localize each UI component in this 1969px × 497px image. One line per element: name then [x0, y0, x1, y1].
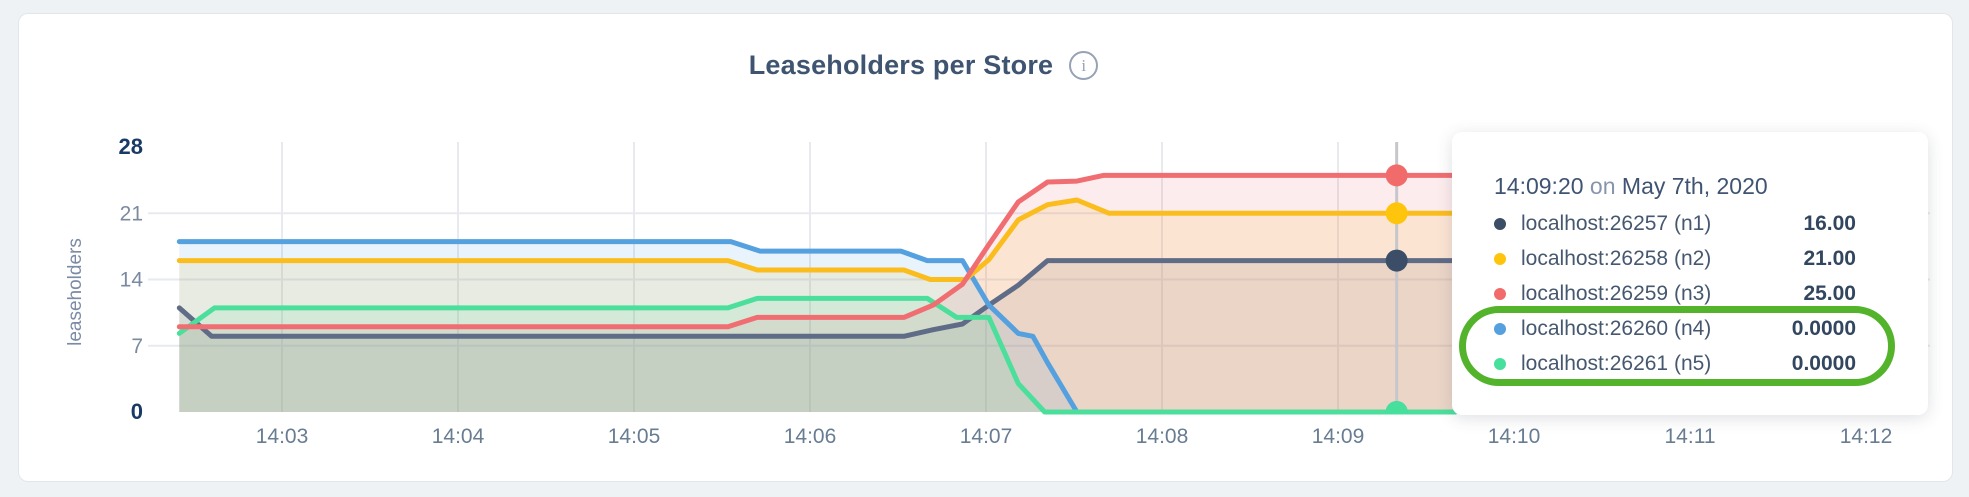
tooltip-rows: localhost:26257 (n1) 16.00 localhost:262… — [1494, 206, 1856, 381]
tooltip-row-n4: localhost:26260 (n4) 0.0000 — [1494, 311, 1856, 346]
info-icon[interactable]: i — [1069, 51, 1099, 80]
series-value-n5: 0.0000 — [1791, 351, 1856, 375]
x-tick-label: 14:10 — [1488, 425, 1541, 448]
series-dot-n1 — [1494, 217, 1506, 230]
y-tick-label: 28 — [119, 134, 143, 159]
tooltip-date: May 7th, 2020 — [1621, 173, 1768, 199]
tooltip-title: 14:09:20 on May 7th, 2020 — [1494, 172, 1856, 200]
series-line-n3 — [176, 172, 1458, 330]
series-value-n4: 0.0000 — [1791, 316, 1856, 340]
series-line-n4 — [176, 239, 1458, 415]
x-tick-label: 14:07 — [960, 425, 1013, 448]
x-tick-label: 14:06 — [784, 425, 837, 448]
hover-tooltip: 14:09:20 on May 7th, 2020 localhost:2625… — [1452, 132, 1928, 415]
series-line-n1 — [176, 258, 1458, 339]
series-dot-n3 — [1494, 287, 1506, 300]
series-value-n2: 21.00 — [1803, 246, 1856, 270]
x-tick-label: 14:09 — [1312, 425, 1365, 448]
series-area-n4 — [179, 241, 1456, 412]
chart-title: Leaseholders per Store — [748, 50, 1054, 80]
series-value-n1: 16.00 — [1803, 211, 1856, 235]
hover-dots — [1385, 164, 1408, 414]
series-label-n5: localhost:26261 (n5) — [1521, 351, 1712, 375]
series-line-n2 — [176, 197, 1458, 282]
x-tick-label: 14:05 — [608, 425, 661, 448]
series-dot-n5 — [1494, 357, 1506, 370]
tooltip-row-n5: localhost:26261 (n5) 0.0000 — [1494, 346, 1856, 381]
hover-dot-n2 — [1385, 202, 1408, 225]
series-area-n3 — [179, 175, 1456, 412]
y-tick-label: 21 — [120, 202, 143, 225]
series-dot-n4 — [1494, 322, 1506, 335]
series-label-n2: localhost:26258 (n2) — [1521, 246, 1712, 270]
x-tick-label: 14:08 — [1136, 425, 1189, 448]
x-tick-label: 14:12 — [1840, 425, 1893, 448]
series-line-n5 — [176, 295, 1458, 415]
series-area-n2 — [179, 200, 1456, 412]
hover-dot-n5 — [1385, 401, 1408, 414]
x-tick-label: 14:03 — [256, 425, 309, 448]
hover-dot-n1 — [1385, 249, 1408, 272]
tooltip-row-n1: localhost:26257 (n1) 16.00 — [1494, 206, 1856, 241]
tooltip-on-word: on — [1589, 173, 1616, 199]
chart-header: Leaseholders per Store i — [19, 50, 1952, 81]
series-label-n1: localhost:26257 (n1) — [1521, 211, 1712, 235]
tooltip-row-n2: localhost:26258 (n2) 21.00 — [1494, 241, 1856, 276]
x-tick-label: 14:11 — [1665, 425, 1716, 448]
series-value-n3: 25.00 — [1803, 281, 1856, 305]
y-tick-label: 14 — [120, 269, 144, 292]
series-lines — [176, 172, 1458, 415]
y-tick-label: 7 — [131, 335, 143, 358]
y-tick-label: 0 — [131, 399, 143, 424]
tooltip-row-n3: localhost:26259 (n3) 25.00 — [1494, 276, 1856, 311]
series-label-n3: localhost:26259 (n3) — [1521, 281, 1712, 305]
tooltip-time: 14:09:20 — [1494, 173, 1584, 199]
x-tick-label: 14:04 — [432, 425, 485, 448]
series-dot-n2 — [1494, 252, 1506, 265]
series-label-n4: localhost:26260 (n4) — [1521, 316, 1712, 340]
hover-dot-n3 — [1385, 164, 1408, 187]
